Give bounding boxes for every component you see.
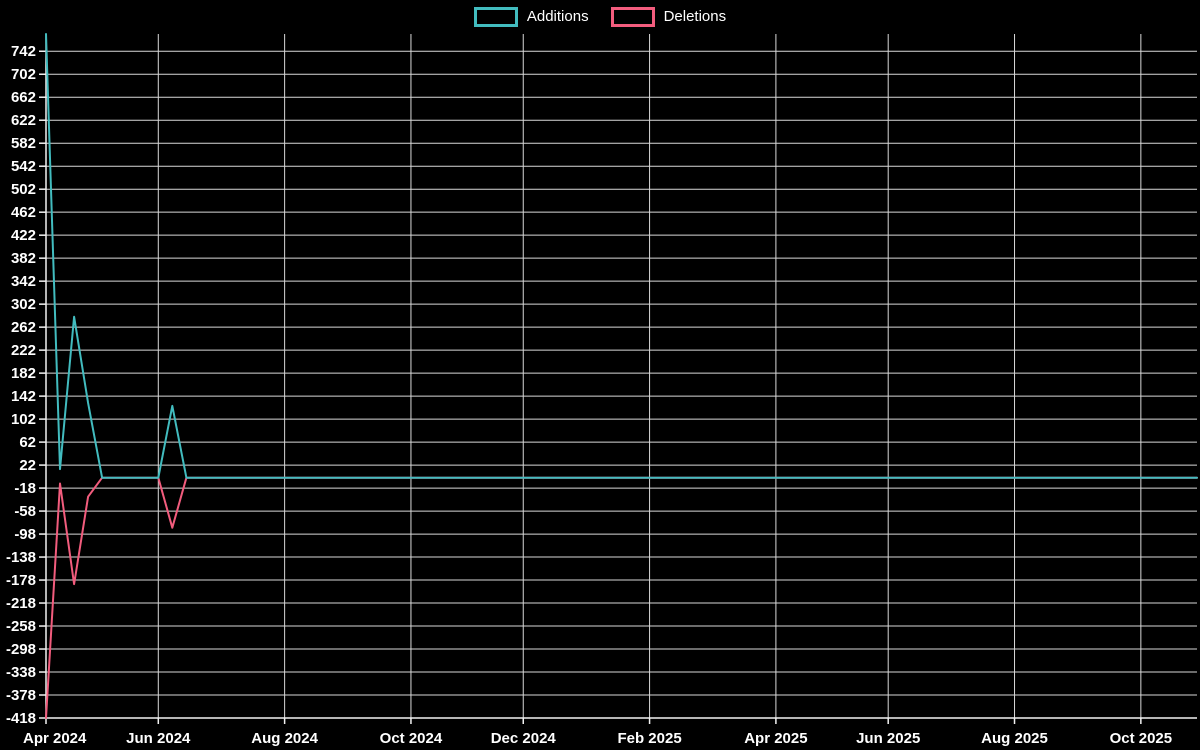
- x-tick-label: Dec 2024: [491, 730, 557, 747]
- additions-legend-label: Additions: [526, 8, 589, 25]
- y-tick-label: -138: [6, 549, 36, 566]
- y-tick-label: 302: [11, 296, 36, 313]
- x-tick-label: Apr 2024: [23, 730, 87, 747]
- x-tick-label: Oct 2025: [1110, 730, 1173, 747]
- y-tick-label: -338: [6, 664, 36, 681]
- y-tick-label: 502: [11, 181, 36, 198]
- x-tick-label: Apr 2025: [744, 730, 807, 747]
- y-tick-label: -418: [6, 710, 36, 727]
- y-tick-label: 462: [11, 204, 36, 221]
- y-tick-label: -98: [14, 526, 36, 543]
- y-tick-label: -18: [14, 480, 36, 497]
- y-tick-label: -298: [6, 641, 36, 658]
- y-tick-label: 582: [11, 135, 36, 152]
- x-tick-label: Oct 2024: [380, 730, 443, 747]
- y-tick-label: 22: [19, 457, 36, 474]
- y-tick-label: 662: [11, 89, 36, 106]
- y-tick-label: 62: [19, 434, 36, 451]
- legend-item-deletions[interactable]: Deletions: [610, 7, 727, 27]
- y-tick-label: 222: [11, 342, 36, 359]
- additions-line: [45, 33, 1198, 479]
- y-tick-label: -58: [14, 503, 36, 520]
- y-tick-label: 342: [11, 273, 36, 290]
- y-tick-label: 742: [11, 43, 36, 60]
- y-tick-label: 142: [11, 388, 36, 405]
- y-tick-label: -378: [6, 687, 36, 704]
- x-tick-label: Aug 2024: [251, 730, 318, 747]
- y-tick-label: -218: [6, 595, 36, 612]
- chart-legend: Additions Deletions: [0, 7, 1200, 27]
- y-tick-label: 102: [11, 411, 36, 428]
- y-tick-label: 382: [11, 250, 36, 267]
- y-tick-label: 542: [11, 158, 36, 175]
- y-tick-label: 622: [11, 112, 36, 129]
- x-tick-label: Feb 2025: [617, 730, 681, 747]
- x-tick-label: Jun 2025: [856, 730, 920, 747]
- additions-swatch: [473, 7, 518, 27]
- y-tick-label: -178: [6, 572, 36, 589]
- x-tick-label: Jun 2024: [126, 730, 191, 747]
- x-tick-label: Aug 2025: [981, 730, 1048, 747]
- deletions-line: [45, 476, 1198, 719]
- y-tick-label: 182: [11, 365, 36, 382]
- y-tick-label: 262: [11, 319, 36, 336]
- y-tick-label: 422: [11, 227, 36, 244]
- deletions-legend-label: Deletions: [663, 8, 727, 25]
- legend-item-additions[interactable]: Additions: [473, 7, 589, 27]
- y-tick-label: -258: [6, 618, 36, 635]
- y-tick-label: 702: [11, 66, 36, 83]
- deletions-swatch: [610, 7, 655, 27]
